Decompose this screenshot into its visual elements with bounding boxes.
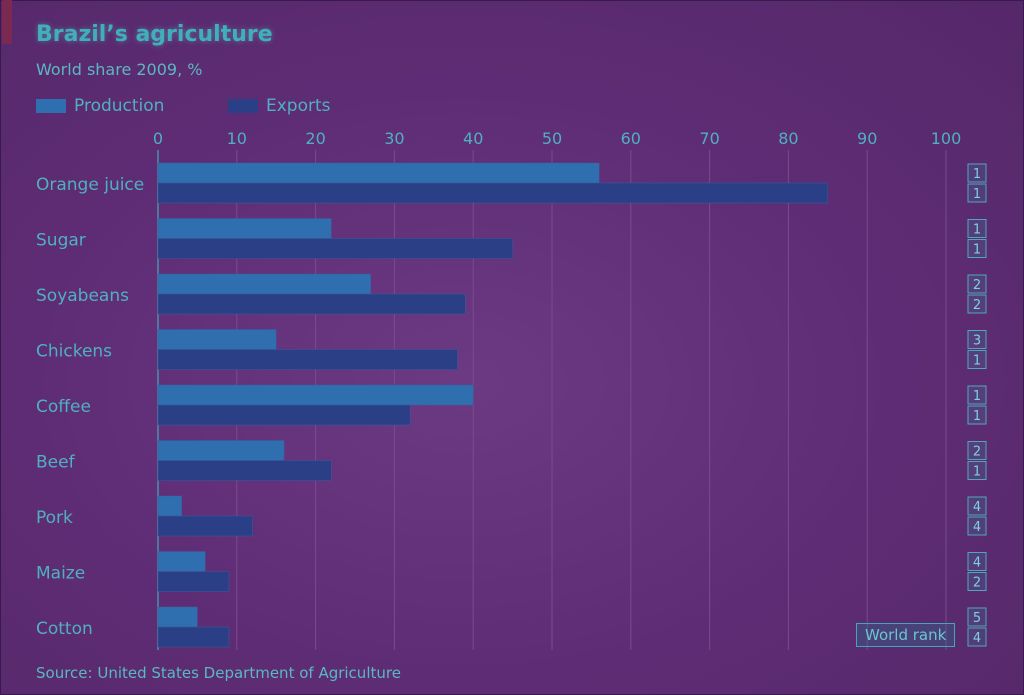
- bar-exports: [157, 626, 230, 648]
- x-tick-label: 60: [621, 129, 641, 148]
- bar-exports: [157, 515, 253, 537]
- category-label: Beef: [36, 453, 76, 473]
- bar-production: [157, 218, 332, 239]
- bar-production: [157, 551, 206, 572]
- rank-exports: 1: [973, 465, 981, 480]
- x-tick-label: 90: [857, 129, 877, 148]
- x-tick-label: 80: [778, 129, 798, 148]
- rank-box: [967, 294, 987, 314]
- rank-box: [967, 627, 987, 647]
- rank-production: 2: [973, 445, 981, 460]
- legend-production-swatch: [36, 99, 66, 113]
- bar-exports: [157, 238, 513, 259]
- rank-box: [967, 239, 987, 258]
- x-tick-label: 70: [699, 129, 719, 148]
- category-label: Sugar: [36, 231, 86, 251]
- legend-production: Production: [36, 96, 164, 116]
- category-label: Soyabeans: [36, 286, 129, 306]
- legend-production-label: Production: [74, 96, 165, 116]
- rank-production: 1: [973, 223, 981, 238]
- brand-tag: [2, 0, 12, 44]
- rank-box: [967, 441, 987, 460]
- rank-box: [967, 572, 987, 591]
- bar-production: [157, 329, 277, 350]
- category-label: Chickens: [36, 342, 112, 362]
- category-label: Coffee: [36, 397, 91, 417]
- rank-production: 3: [973, 334, 981, 349]
- chart-subtitle: World share 2009, %: [36, 60, 203, 79]
- world-rank-label: World rank: [856, 623, 956, 647]
- rank-production: 4: [973, 500, 981, 515]
- rank-box: [967, 607, 987, 627]
- rank-box: [967, 461, 987, 480]
- bar-exports: [157, 349, 458, 370]
- bar-production: [157, 162, 600, 184]
- x-tick-label: 40: [463, 129, 483, 148]
- bar-exports: [157, 571, 230, 592]
- rank-box: [967, 183, 987, 203]
- legend-exports-swatch: [228, 99, 258, 113]
- rank-exports: 4: [973, 631, 981, 646]
- bar-production: [157, 606, 198, 628]
- x-tick-label: 30: [384, 129, 404, 148]
- rank-production: 5: [973, 611, 981, 626]
- rank-exports: 1: [973, 243, 981, 258]
- rank-exports: 2: [973, 298, 981, 313]
- bar-production: [157, 384, 474, 406]
- rank-production: 1: [973, 167, 981, 182]
- rank-box: [967, 405, 987, 425]
- bar-exports: [157, 293, 466, 315]
- rank-production: 4: [973, 556, 981, 571]
- bar-production: [157, 273, 372, 295]
- category-label: Orange juice: [36, 175, 144, 195]
- rank-exports: 1: [973, 409, 981, 424]
- rank-production: 2: [973, 278, 981, 293]
- rank-exports: 4: [973, 520, 981, 535]
- bar-production: [157, 495, 182, 517]
- category-label: Maize: [36, 564, 85, 584]
- rank-box: [967, 385, 987, 405]
- x-tick-label: 100: [931, 129, 962, 148]
- source-note: Source: United States Department of Agri…: [36, 664, 401, 682]
- rank-box: [967, 496, 987, 516]
- rank-exports: 2: [973, 576, 981, 591]
- bar-production: [157, 440, 285, 461]
- x-tick-label: 50: [542, 129, 562, 148]
- rank-box: [967, 330, 987, 349]
- x-tick-label: 10: [227, 129, 247, 148]
- rank-box: [967, 350, 987, 369]
- x-tick-label: 20: [305, 129, 325, 148]
- rank-exports: 1: [973, 187, 981, 202]
- category-label: Cotton: [36, 619, 93, 639]
- rank-box: [967, 552, 987, 571]
- rank-box: [967, 219, 987, 238]
- chart-title: Brazil’s agriculture: [36, 22, 273, 47]
- x-tick-label: 0: [153, 129, 163, 148]
- bar-exports: [157, 404, 411, 426]
- bar-exports: [157, 182, 829, 204]
- legend-exports-label: Exports: [266, 96, 331, 116]
- legend-exports: Exports: [228, 96, 331, 116]
- rank-box: [967, 516, 987, 536]
- rank-box: [967, 163, 987, 183]
- rank-exports: 1: [973, 354, 981, 369]
- rank-production: 1: [973, 389, 981, 404]
- bar-exports: [157, 460, 332, 481]
- rank-box: [967, 274, 987, 294]
- category-label: Pork: [36, 508, 73, 528]
